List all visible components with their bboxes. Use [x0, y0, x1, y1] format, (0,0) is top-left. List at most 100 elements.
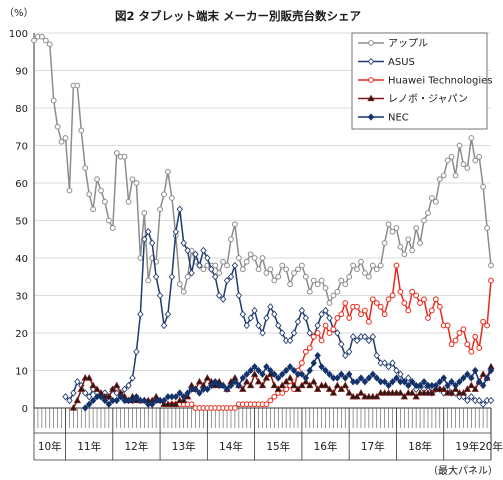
data-point — [275, 374, 282, 382]
data-point — [341, 381, 349, 389]
data-point — [405, 381, 412, 390]
data-point — [357, 374, 365, 382]
data-point — [385, 381, 392, 390]
data-point — [152, 273, 160, 281]
legend: アップル ASUS Huawei Technologies レノボ・ジャパン NEC — [351, 32, 493, 130]
data-point — [129, 396, 136, 405]
data-point — [275, 321, 282, 330]
data-point — [192, 250, 199, 258]
panel-footnote: （最大パネル） — [428, 464, 498, 477]
series-lines — [31, 33, 495, 412]
data-point — [54, 123, 61, 130]
data-point — [416, 381, 424, 390]
data-point — [417, 300, 423, 306]
data-point — [480, 318, 487, 325]
data-point — [156, 291, 164, 300]
data-point — [216, 270, 223, 276]
data-point — [77, 385, 85, 392]
data-point — [148, 239, 156, 247]
data-point — [436, 378, 443, 386]
data-point — [239, 385, 247, 392]
data-point — [180, 393, 187, 401]
data-point — [334, 329, 341, 337]
data-point — [393, 225, 400, 231]
data-point — [432, 381, 440, 390]
data-point — [85, 400, 93, 408]
data-point — [223, 276, 231, 285]
y-tick-label: 40 — [15, 254, 28, 265]
data-point — [302, 314, 310, 322]
data-point — [66, 396, 73, 405]
data-point — [133, 393, 140, 401]
data-point — [86, 191, 93, 198]
data-point — [314, 330, 321, 336]
data-point — [82, 165, 89, 171]
data-point — [338, 277, 345, 284]
data-point — [425, 315, 431, 321]
data-point — [452, 381, 459, 390]
data-point — [483, 374, 491, 382]
data-point — [251, 306, 258, 315]
data-point — [306, 381, 314, 389]
data-point — [480, 183, 487, 190]
data-point — [228, 236, 234, 243]
data-point — [334, 288, 341, 295]
data-point — [342, 300, 349, 306]
data-point — [409, 288, 416, 295]
data-point — [444, 381, 451, 390]
data-point — [326, 300, 333, 306]
data-point — [164, 310, 172, 318]
year-label: 14年 — [219, 440, 243, 453]
data-point — [421, 296, 427, 303]
data-point — [129, 176, 136, 183]
data-point — [148, 400, 156, 408]
data-point — [105, 392, 113, 400]
chart-title: 図2 タブレット端末 メーカー別販売台数シェア — [115, 9, 362, 23]
data-point — [102, 198, 108, 205]
data-point — [479, 381, 487, 390]
data-point — [302, 348, 309, 355]
data-point — [310, 333, 317, 340]
data-point — [42, 37, 49, 44]
data-point — [401, 300, 408, 306]
data-point — [306, 288, 313, 295]
data-point — [452, 172, 459, 179]
data-point — [212, 262, 219, 269]
data-point — [38, 33, 45, 40]
data-point — [361, 333, 369, 341]
data-point — [82, 389, 89, 397]
data-point — [263, 314, 270, 322]
data-point — [440, 172, 447, 179]
data-point — [447, 389, 456, 396]
data-point — [270, 381, 278, 389]
data-point — [46, 41, 53, 48]
y-tick-label: 100 — [9, 29, 28, 40]
data-point — [342, 351, 349, 360]
data-point — [117, 393, 124, 401]
data-point — [488, 262, 494, 269]
data-point — [342, 281, 349, 288]
data-point — [255, 321, 262, 330]
data-point — [188, 401, 195, 408]
data-point — [74, 378, 81, 386]
data-point — [325, 385, 334, 392]
data-point — [354, 303, 360, 310]
year-label: 18年 — [408, 440, 432, 453]
data-point — [346, 315, 353, 321]
data-point — [377, 303, 384, 310]
data-point — [405, 236, 412, 243]
data-point — [58, 138, 65, 145]
data-point — [358, 311, 364, 318]
data-point — [255, 266, 262, 273]
y-tick-label: 90 — [15, 67, 28, 78]
y-tick-label: 0 — [22, 404, 28, 415]
data-point — [330, 292, 337, 299]
data-point — [250, 370, 259, 377]
data-point — [294, 385, 302, 392]
data-point — [73, 396, 82, 404]
data-point — [326, 314, 333, 322]
data-point — [255, 366, 262, 375]
data-point — [412, 385, 420, 393]
data-point — [176, 389, 183, 397]
data-point — [487, 396, 495, 405]
